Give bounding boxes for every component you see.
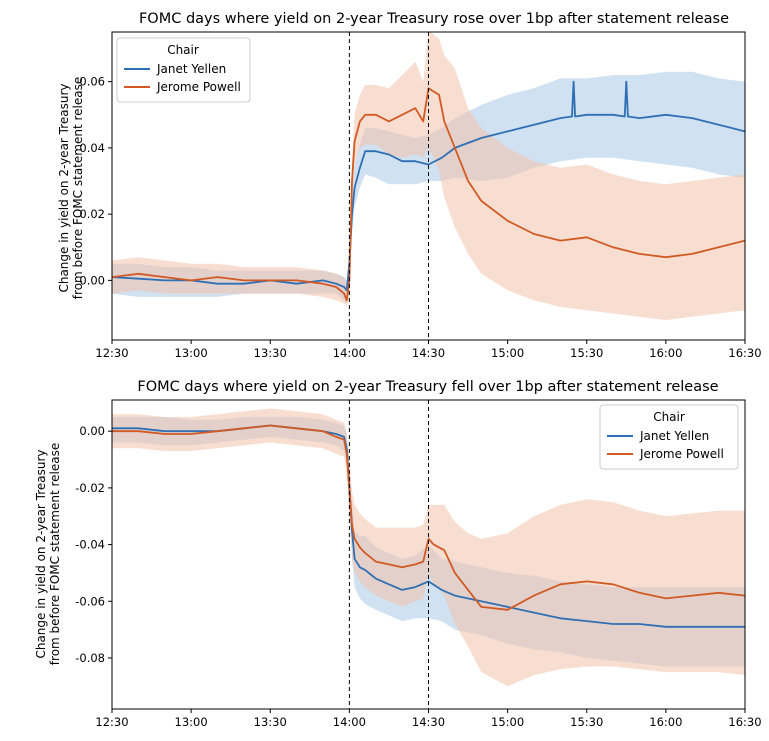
x-tick-label: 13:00 bbox=[175, 346, 208, 360]
confidence-band-powell bbox=[112, 32, 745, 321]
x-tick-label: 16:00 bbox=[649, 715, 682, 729]
legend-label-yellen: Janet Yellen bbox=[156, 62, 226, 76]
x-tick-label: 15:00 bbox=[491, 715, 524, 729]
chart-panel-fell: FOMC days where yield on 2-year Treasury… bbox=[34, 379, 762, 729]
x-tick-label: 14:00 bbox=[333, 346, 366, 360]
series-line-powell bbox=[112, 87, 745, 302]
legend-title: Chair bbox=[653, 410, 685, 424]
x-tick-label: 14:30 bbox=[412, 346, 445, 360]
y-tick-label: -0.04 bbox=[75, 538, 105, 552]
y-tick-label: 0.00 bbox=[79, 273, 105, 287]
x-tick-label: 15:30 bbox=[570, 346, 603, 360]
x-tick-label: 14:00 bbox=[333, 715, 366, 729]
y-axis-label-line1: Change in yield on 2-year Treasury bbox=[57, 83, 71, 292]
y-tick-label: 0.04 bbox=[79, 141, 105, 155]
x-tick-label: 16:30 bbox=[728, 715, 761, 729]
legend-title: Chair bbox=[167, 43, 199, 57]
chart-title: FOMC days where yield on 2-year Treasury… bbox=[137, 379, 718, 395]
x-tick-label: 13:30 bbox=[254, 346, 287, 360]
x-tick-label: 12:30 bbox=[95, 346, 128, 360]
plot-area: 12:30 13:00 13:30 14:00 14:30 15:00 15:30 16:00… bbox=[75, 399, 762, 729]
legend-label-powell: Jerome Powell bbox=[639, 447, 724, 461]
y-axis-label-line2: from before FOMC statement release bbox=[71, 77, 85, 299]
y-axis-label-line2: from before FOMC statement release bbox=[48, 443, 62, 665]
legend-label-yellen: Janet Yellen bbox=[639, 429, 709, 443]
confidence-band-yellen bbox=[112, 71, 745, 304]
x-tick-label: 13:30 bbox=[254, 715, 287, 729]
x-tick-label: 16:30 bbox=[728, 346, 761, 360]
chart-panel-rose: FOMC days where yield on 2-year Treasury… bbox=[57, 11, 762, 360]
plot-contents bbox=[112, 32, 745, 321]
y-tick-label: -0.02 bbox=[75, 481, 105, 495]
x-tick-label: 16:00 bbox=[649, 346, 682, 360]
plot-area: 12:30 13:00 13:30 14:00 14:30 15:00 15:30 16:00… bbox=[79, 31, 762, 360]
legend-box bbox=[599, 404, 739, 470]
chart-title: FOMC days where yield on 2-year Treasury… bbox=[139, 11, 729, 27]
x-tick-label: 15:00 bbox=[491, 346, 524, 360]
y-axis-label-line1: Change in yield on 2-year Treasury bbox=[34, 449, 48, 658]
y-tick-label: 0.00 bbox=[79, 424, 105, 438]
y-tick-label: -0.08 bbox=[75, 651, 105, 665]
x-tick-label: 13:00 bbox=[175, 715, 208, 729]
legend: Chair Janet Yellen Jerome Powell bbox=[116, 37, 251, 103]
legend-label-powell: Jerome Powell bbox=[156, 80, 241, 94]
y-tick-label: -0.06 bbox=[75, 594, 105, 608]
y-tick-label: 0.06 bbox=[79, 75, 105, 89]
x-tick-label: 15:30 bbox=[570, 715, 603, 729]
y-tick-label: 0.02 bbox=[79, 207, 105, 221]
series-line-powell bbox=[112, 424, 745, 611]
x-tick-label: 14:30 bbox=[412, 715, 445, 729]
legend: Chair Janet Yellen Jerome Powell bbox=[599, 404, 739, 470]
legend-box bbox=[116, 37, 251, 103]
x-tick-label: 12:30 bbox=[95, 715, 128, 729]
series-line-yellen bbox=[112, 80, 745, 292]
